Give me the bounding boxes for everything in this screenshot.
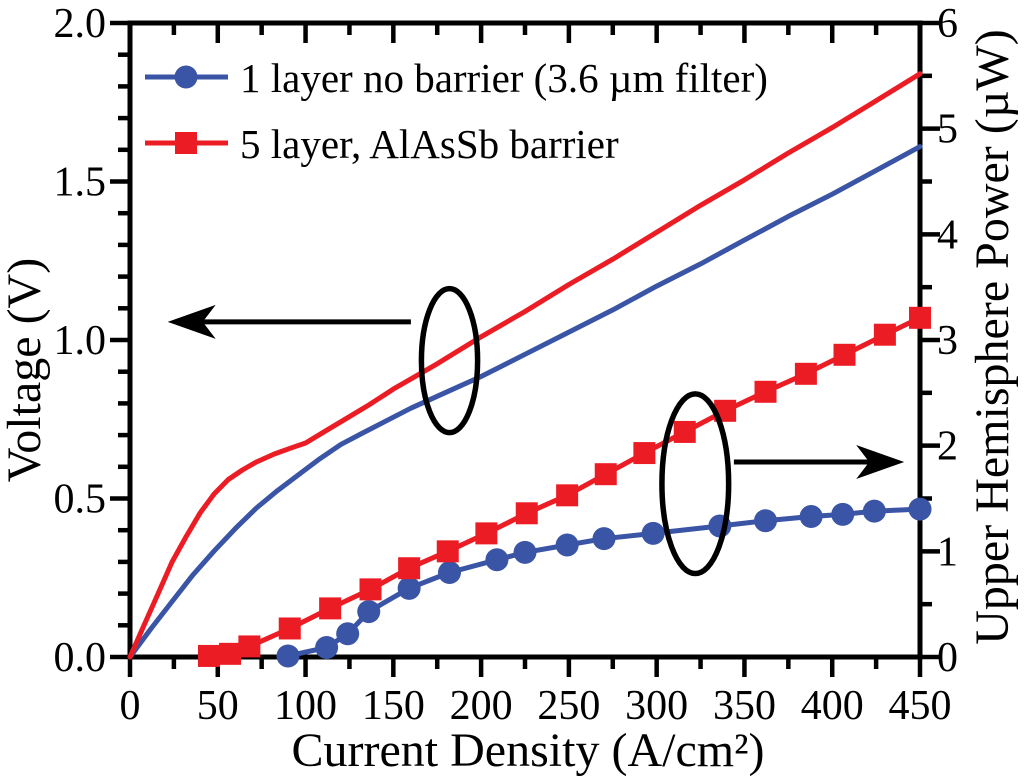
legend-circle-icon	[174, 65, 198, 89]
right-arrowhead-icon	[856, 445, 905, 479]
power-5-layer-alassb-barrier-marker	[794, 362, 817, 385]
voltage-5-layer-alassb-barrier-line	[127, 71, 923, 660]
power-1-layer-no-barrier-marker	[831, 502, 855, 526]
x-axis-tick-label: 150	[362, 683, 425, 729]
y-left-tick-label: 1.5	[54, 160, 107, 206]
y-left-tick-label: 2.0	[54, 1, 107, 47]
power-5-layer-alassb-barrier-marker	[673, 420, 696, 443]
power-5-layer-alassb-barrier-marker	[833, 343, 856, 366]
power-5-layer-alassb-barrier-marker	[359, 578, 382, 601]
power-5-layer-alassb-barrier-marker	[319, 597, 342, 620]
x-axis-tick-label: 200	[450, 683, 513, 729]
y-right-tick-label: 6	[937, 1, 958, 47]
power-1-layer-no-barrier-marker	[438, 560, 462, 584]
y-right-tick-label: 2	[937, 424, 958, 470]
legend-label: 1 layer no barrier (3.6 µm filter)	[240, 55, 768, 101]
power-5-layer-alassb-barrier-marker	[754, 380, 777, 403]
power-1-layer-no-barrier-marker	[485, 548, 509, 572]
y-left-tick-label: 0.5	[54, 477, 107, 523]
x-axis-tick-label: 400	[801, 683, 864, 729]
power-5-layer-alassb-barrier-marker	[594, 463, 617, 486]
power-1-layer-no-barrier-marker	[357, 600, 381, 624]
power-5-layer-alassb-barrier-marker	[278, 617, 301, 640]
power-1-layer-no-barrier-marker	[397, 576, 421, 600]
y-left-tick-label: 0.0	[54, 635, 107, 681]
x-axis-tick-label: 350	[713, 683, 776, 729]
power-5-layer-alassb-barrier-marker	[873, 323, 896, 346]
y-left-tick-label: 1.0	[54, 318, 107, 364]
power-1-layer-no-barrier-marker	[862, 499, 886, 523]
power-5-layer-alassb-barrier-marker	[515, 502, 538, 525]
power-1-layer-no-barrier-marker	[276, 644, 300, 668]
power-1-layer-no-barrier-marker	[641, 521, 665, 545]
power-5-layer-alassb-barrier-marker	[475, 522, 498, 545]
power-5-layer-alassb-barrier-marker	[909, 306, 931, 329]
power-1-layer-no-barrier-marker	[555, 533, 579, 557]
y-right-tick-label: 3	[937, 318, 958, 364]
power-5-layer-alassb-barrier-marker	[198, 644, 220, 667]
power-1-layer-no-barrier-marker	[315, 635, 339, 659]
y-right-tick-label: 4	[937, 212, 958, 258]
x-axis-tick-label: 450	[889, 683, 952, 729]
y-right-tick-label: 0	[937, 635, 958, 681]
left-arrowhead-icon	[167, 304, 216, 339]
x-axis-tick-label: 50	[197, 683, 239, 729]
x-axis-title: Current Density (A/cm²)	[292, 724, 765, 777]
plot-frame	[127, 20, 923, 660]
voltage-curves-ellipse	[418, 285, 481, 436]
power-1-layer-no-barrier-marker	[336, 622, 360, 646]
x-axis-tick-label: 100	[274, 683, 337, 729]
power-1-layer-no-barrier-marker	[908, 497, 932, 521]
y-left-axis-title: Voltage (V)	[0, 258, 51, 482]
legend-square-icon	[175, 132, 197, 154]
power-5-layer-alassb-barrier-marker	[398, 557, 421, 580]
x-axis-tick-label: 250	[537, 683, 600, 729]
power-5-layer-alassb-barrier-marker	[436, 540, 459, 563]
power-5-layer-alassb-barrier-marker	[633, 442, 656, 465]
power-1-layer-no-barrier-marker	[592, 527, 616, 551]
power-1-layer-no-barrier-marker	[799, 504, 823, 528]
x-axis-tick-label: 300	[625, 683, 688, 729]
power-5-layer-alassb-barrier-marker	[238, 635, 261, 658]
power-5-layer-alassb-barrier-marker	[219, 642, 242, 665]
power-curves-ellipse	[659, 391, 732, 577]
voltage-1-layer-no-barrier-line	[127, 144, 923, 660]
x-axis-tick-label: 0	[120, 683, 141, 729]
y-right-tick-label: 5	[937, 107, 958, 153]
power-1-layer-no-barrier-marker	[754, 509, 778, 533]
y-right-tick-label: 1	[937, 529, 958, 575]
power-5-layer-alassb-barrier-marker	[556, 484, 579, 507]
y-right-axis-title: Upper Hemisphere Power (µW)	[966, 29, 1019, 644]
legend-label: 5 layer, AlAsSb barrier	[240, 121, 619, 167]
power-1-layer-no-barrier-marker	[513, 540, 537, 564]
